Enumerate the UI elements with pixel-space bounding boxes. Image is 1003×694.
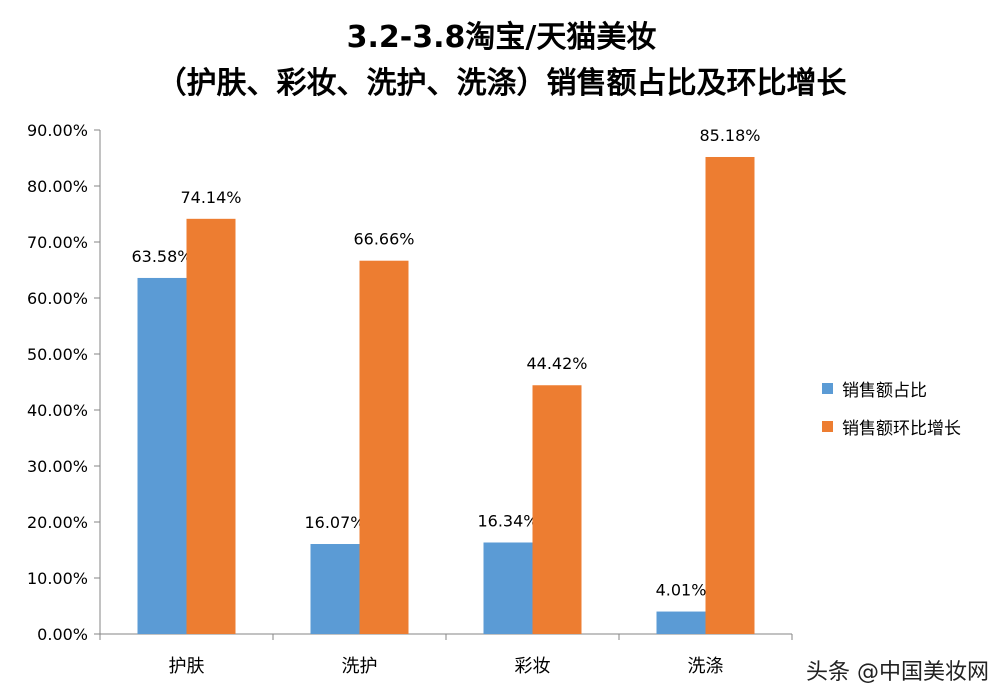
y-tick-label: 20.00% (27, 513, 88, 532)
bar-share (656, 611, 706, 634)
y-tick-label: 80.00% (27, 177, 88, 196)
legend-item-share: 销售额占比 (822, 376, 927, 401)
bar-growth (705, 156, 755, 634)
legend-swatch-growth (822, 421, 833, 432)
data-label: 44.42% (526, 354, 587, 373)
legend-swatch-share (822, 383, 833, 394)
bar-growth (359, 260, 409, 634)
data-label: 4.01% (656, 581, 707, 600)
y-tick-label: 40.00% (27, 401, 88, 420)
x-tick-label: 洗涤 (688, 656, 724, 677)
data-label: 74.14% (180, 188, 241, 207)
bar-growth (532, 385, 582, 634)
bar-growth (186, 218, 236, 635)
x-tick-label: 彩妆 (515, 656, 551, 677)
data-label: 63.58% (131, 247, 192, 266)
legend-item-growth: 销售额环比增长 (822, 414, 961, 439)
y-tick-label: 60.00% (27, 289, 88, 308)
data-label: 16.34% (477, 511, 538, 530)
watermark: 头条 @中国美妆网 (806, 660, 989, 685)
x-tick-label: 洗护 (342, 656, 378, 677)
x-tick-label: 护肤 (169, 656, 205, 677)
bar-share (137, 277, 187, 634)
bar-share (310, 544, 360, 634)
legend-label-share: 销售额占比 (842, 381, 927, 401)
legend-label-growth: 销售额环比增长 (842, 419, 961, 439)
y-tick-label: 50.00% (27, 345, 88, 364)
y-tick-label: 90.00% (27, 121, 88, 140)
y-tick-label: 0.00% (37, 625, 88, 644)
data-label: 66.66% (353, 230, 414, 249)
data-label: 85.18% (699, 126, 760, 145)
chart-subtitle: （护肤、彩妆、洗护、洗涤）销售额占比及环比增长 (156, 66, 847, 101)
bar-share (483, 542, 533, 634)
y-tick-label: 30.00% (27, 457, 88, 476)
chart-title: 3.2-3.8淘宝/天猫美妆 (346, 20, 657, 55)
y-tick-label: 10.00% (27, 569, 88, 588)
data-label: 16.07% (304, 513, 365, 532)
y-tick-label: 70.00% (27, 233, 88, 252)
